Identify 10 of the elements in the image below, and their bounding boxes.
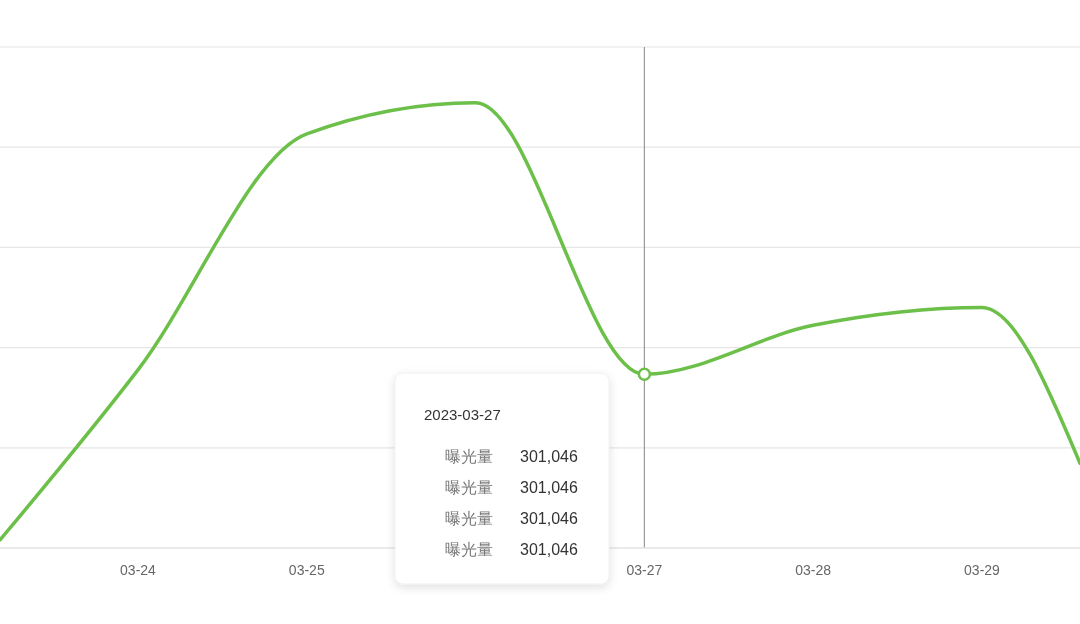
annotation: 2023-03-27 — [424, 406, 501, 423]
x-tick-label: 03-29 — [964, 562, 1000, 578]
x-tick-label: 03-28 — [795, 562, 832, 578]
annotation: 曝光量 301,046 — [445, 541, 578, 558]
annotation: 曝光量 301,046 — [445, 448, 578, 465]
annotation: 曝光量 301,046 — [445, 479, 578, 496]
x-tick-label: 03-24 — [120, 562, 156, 578]
x-tick-label: 03-25 — [288, 562, 325, 578]
x-tick-label: 03-27 — [626, 562, 663, 578]
annotation: 曝光量 301,046 — [445, 510, 578, 527]
